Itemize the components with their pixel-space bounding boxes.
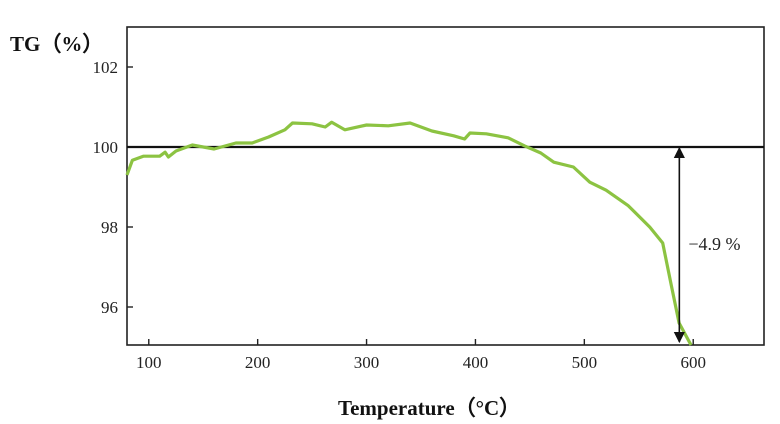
y-tick-label: 98 — [101, 218, 118, 237]
axis-ticks: 100 200 300 400 500 600 96 98 100 102 — [93, 58, 706, 372]
mass-loss-label: −4.9 % — [688, 234, 740, 254]
x-tick-label: 300 — [354, 353, 380, 372]
plot-frame — [126, 26, 765, 346]
x-tick-label: 200 — [245, 353, 271, 372]
y-axis-title: TG（%） — [10, 32, 104, 56]
x-tick-label: 100 — [136, 353, 162, 372]
y-tick-label: 102 — [93, 58, 119, 77]
y-tick-label: 100 — [93, 138, 119, 157]
y-tick-label: 96 — [101, 298, 118, 317]
x-tick-label: 400 — [463, 353, 489, 372]
tg-curve — [125, 120, 693, 346]
x-axis-title: Temperature（°C） — [338, 396, 521, 420]
x-tick-label: 600 — [680, 353, 706, 372]
x-tick-label: 500 — [572, 353, 598, 372]
